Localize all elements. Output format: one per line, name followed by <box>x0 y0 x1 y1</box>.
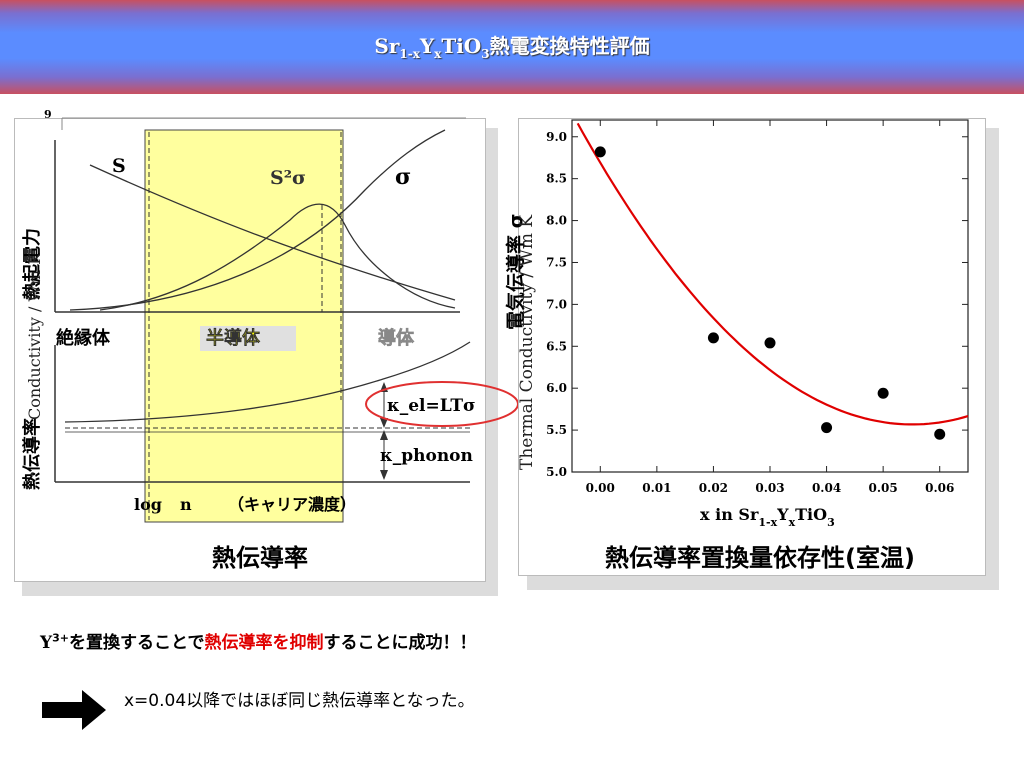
left-caption: 熱伝導率 <box>212 544 308 572</box>
y-tick-label: 9.0 <box>546 130 567 144</box>
ylabel-upper: 熱起電力 <box>21 228 43 300</box>
y-tick-label: 5.0 <box>546 465 567 479</box>
data-point <box>594 146 606 158</box>
curve-sigma <box>69 129 446 311</box>
x-tick-label: 0.02 <box>699 481 728 495</box>
plot-frame <box>571 119 969 473</box>
xlabel: x in Sr1-xYxTiO3 <box>700 505 835 529</box>
label-S: S <box>112 155 126 177</box>
y-tick-label: 5.5 <box>546 423 567 437</box>
data-point <box>821 422 833 434</box>
x-tick-label: 0.05 <box>869 481 898 495</box>
axis-top-label: 9 <box>44 108 52 121</box>
semiconductor-label-bg <box>200 326 296 351</box>
y-tick-label: 8.5 <box>546 172 567 186</box>
x-tick-label: 0.01 <box>642 481 671 495</box>
ylabel-overlap: Thermal Conductivity / Wm K <box>517 215 537 470</box>
ylabel-lower: 熱伝導率 <box>21 418 43 490</box>
y-tick-label: 8.0 <box>546 214 567 228</box>
message-line2: x=0.04以降ではほぼ同じ熱伝導率となった。 <box>124 691 475 711</box>
title-bar <box>0 0 1024 94</box>
region-semiconductor: 半導体 <box>206 327 261 349</box>
label-kappa-phonon: κ_phonon <box>380 446 473 466</box>
data-point <box>707 332 719 344</box>
right-caption: 熱伝導率置換量依存性(室温) <box>605 544 915 572</box>
y-tick-label: 6.0 <box>546 381 567 395</box>
slide-title: Sr1-xYxTiO3熱電変換特性評価 <box>374 34 650 61</box>
x-tick-label: 0.03 <box>755 481 784 495</box>
data-point <box>934 428 946 440</box>
y-tick-label: 7.0 <box>546 297 567 311</box>
xlabel-carrier: （キャリア濃度） <box>228 495 356 514</box>
x-tick-label: 0.00 <box>586 481 615 495</box>
message-line1: Y3+を置換することで熱伝導率を抑制することに成功！！ <box>40 631 477 653</box>
data-point <box>764 337 776 349</box>
label-sigma: σ <box>395 164 411 190</box>
region-insulator: 絶縁体 <box>56 327 111 349</box>
xlabel-n: n <box>180 495 192 514</box>
right-chart: 5.0 5.5 6.0 6.5 7.0 7.5 8.0 8.5 9.0 0.00 0.01 0.02… <box>504 119 969 529</box>
right-arrow-icon <box>42 690 106 730</box>
ylabel-left: 電気伝導率 σ <box>504 214 527 330</box>
y-tick-label: 7.5 <box>546 255 567 269</box>
curve-kappa-total <box>64 341 471 423</box>
curve-S2sigma <box>99 203 456 311</box>
region-conductor: 導体 <box>378 327 415 349</box>
left-diagram: 9 S S²σ σ 絶縁体 半導体 導体 κ_el=LTσ κ_phonon l… <box>21 108 519 523</box>
x-tick-label: 0.06 <box>925 481 954 495</box>
ylabel-unit-overlap: Conductivity / Wm K <box>25 252 44 420</box>
y-tick-label: 6.5 <box>546 339 567 353</box>
x-tick-label: 0.04 <box>812 481 841 495</box>
label-S2sigma: S²σ <box>270 167 306 189</box>
data-point <box>877 387 889 399</box>
label-kappa-el: κ_el=LTσ <box>387 396 476 416</box>
fit-curve <box>576 122 969 426</box>
xlabel-log: log <box>134 495 162 514</box>
